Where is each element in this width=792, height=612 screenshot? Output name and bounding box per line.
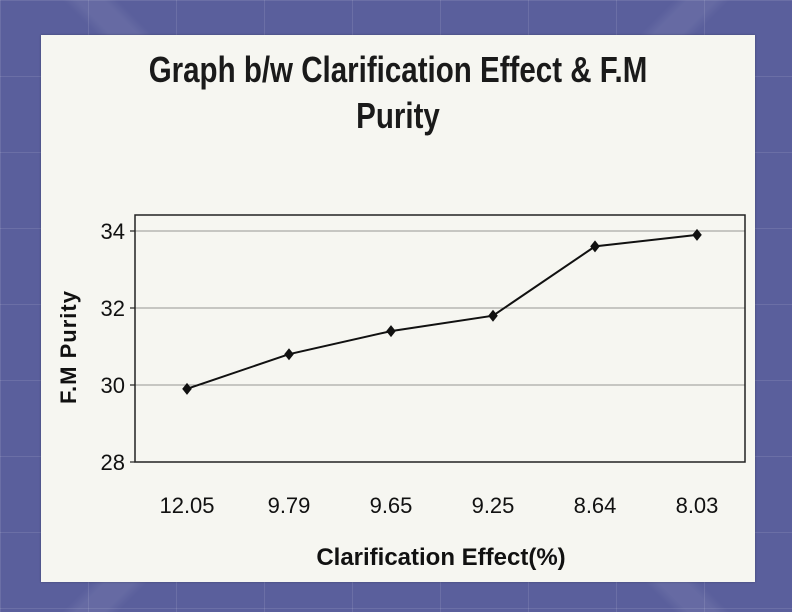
- series-line: [186, 233, 698, 390]
- x-tick-label: 8.03: [676, 493, 719, 518]
- y-axis-ticks: 28 30 32 34: [101, 219, 135, 475]
- line-chart: 28 30 32 34 12.05 9.79 9.65 9.25 8.64 8.03 Clari…: [56, 214, 746, 571]
- data-point-marker: [182, 382, 192, 395]
- x-tick-label: 8.64: [574, 493, 617, 518]
- x-axis-label: Clarification Effect(%): [316, 544, 565, 571]
- y-tick-label: 28: [101, 450, 125, 475]
- y-tick-label: 32: [101, 296, 125, 321]
- plot-area-frame: [134, 214, 746, 463]
- y-tick-label: 30: [101, 373, 125, 398]
- x-tick-label: 9.65: [370, 493, 413, 518]
- chart-title-line-2: Purity: [356, 95, 440, 136]
- x-tick-label: 12.05: [159, 493, 214, 518]
- chart-title-line-1: Graph b/w Clarification Effect & F.M: [148, 49, 648, 90]
- data-point-marker: [488, 309, 498, 322]
- data-point-marker: [386, 325, 396, 338]
- data-point-marker: [284, 348, 294, 361]
- x-tick-label: 9.79: [268, 493, 311, 518]
- data-point-marker: [590, 240, 600, 253]
- y-axis-label: F.M Purity: [56, 290, 81, 404]
- data-point-marker: [692, 228, 702, 241]
- gridlines: [135, 230, 745, 386]
- data-series: [182, 228, 702, 395]
- chart-title: Graph b/w Clarification Effect & F.M Pur…: [105, 47, 690, 139]
- x-axis-ticks: 12.05 9.79 9.65 9.25 8.64 8.03: [159, 493, 718, 518]
- scanned-chart-paper: Graph b/w Clarification Effect & F.M Pur…: [41, 35, 755, 582]
- x-tick-label: 9.25: [472, 493, 515, 518]
- y-tick-label: 34: [101, 219, 125, 244]
